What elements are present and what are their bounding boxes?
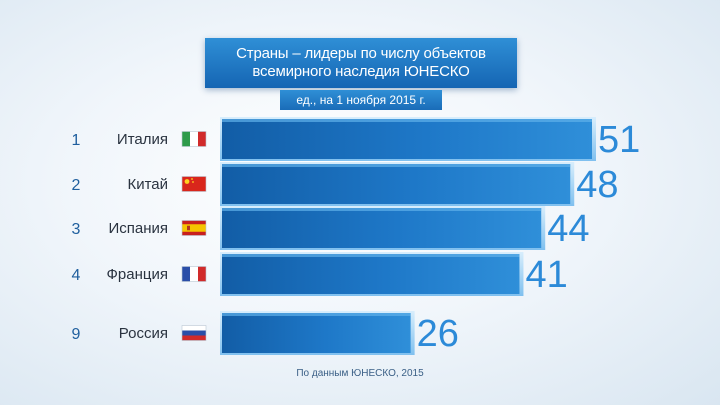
value-label: 51 xyxy=(598,119,640,161)
source-note: По данным ЮНЕСКО, 2015 xyxy=(296,368,424,379)
bar-highlight xyxy=(222,208,542,211)
bar-row: 1 Италия 51 xyxy=(72,117,640,161)
country-label: Россия xyxy=(119,325,168,342)
value-label: 44 xyxy=(547,208,589,250)
france-flag-icon xyxy=(181,266,207,282)
bar xyxy=(222,254,520,294)
rank-label: 9 xyxy=(72,326,81,343)
country-label: Италия xyxy=(117,131,168,148)
value-label: 48 xyxy=(576,164,618,206)
value-label: 41 xyxy=(525,254,567,296)
bar-highlight xyxy=(222,164,571,167)
italy-flag-icon xyxy=(181,131,207,147)
bar-highlight xyxy=(222,119,592,122)
chart-title-line-2: всемирного наследия ЮНЕСКО xyxy=(252,63,470,80)
value-label: 26 xyxy=(417,313,459,355)
rank-label: 3 xyxy=(72,221,81,238)
rank-label: 2 xyxy=(72,177,81,194)
bar xyxy=(222,208,542,248)
bar-row: 3 Испания 44 xyxy=(72,206,589,250)
rank-label: 1 xyxy=(72,132,81,149)
bar-highlight xyxy=(222,313,411,316)
country-label: Испания xyxy=(108,220,168,237)
bar xyxy=(222,119,592,159)
bar-highlight xyxy=(222,254,520,257)
bar-row: 2 Китай 48 xyxy=(72,162,619,206)
china-flag-icon xyxy=(181,176,207,192)
chart-subtitle: ед., на 1 ноября 2015 г. xyxy=(280,90,442,110)
rank-label: 4 xyxy=(72,267,81,284)
chart-title-line-1: Страны – лидеры по числу объектов xyxy=(236,45,486,62)
country-label: Китай xyxy=(127,176,168,193)
bar xyxy=(222,164,571,204)
bar xyxy=(222,313,411,353)
chart-title: Страны – лидеры по числу объектов всемир… xyxy=(205,38,517,88)
bar-row: 9 Россия 26 xyxy=(72,311,459,355)
spain-flag-icon xyxy=(181,220,207,236)
bar-row: 4 Франция 41 xyxy=(72,252,568,296)
country-label: Франция xyxy=(107,266,168,283)
russia-flag-icon xyxy=(181,325,207,341)
